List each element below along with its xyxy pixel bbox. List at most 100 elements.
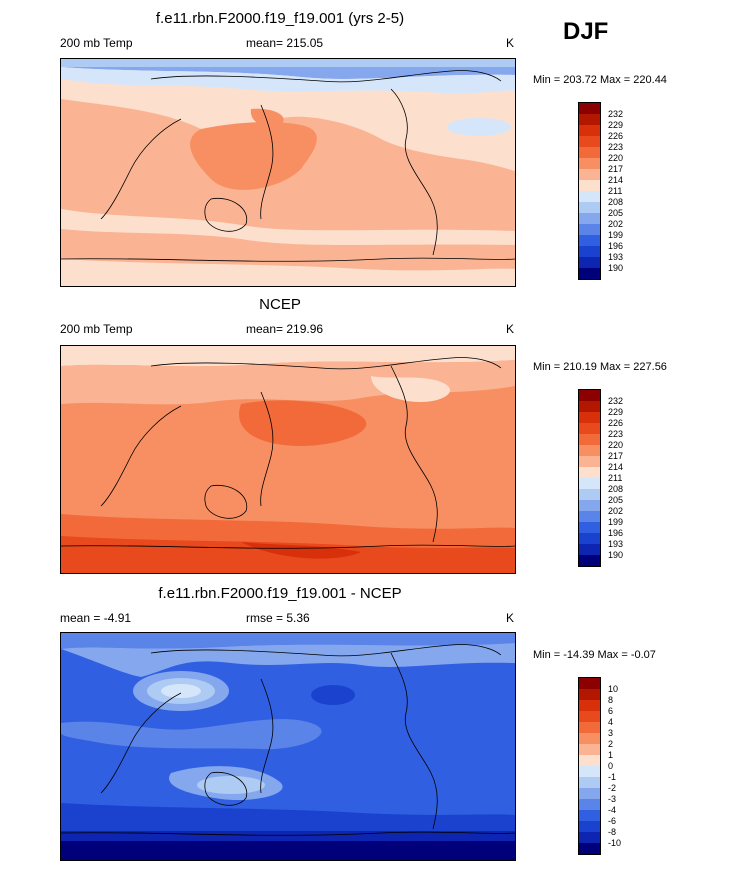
colorbar-swatch (579, 478, 600, 489)
colorbar-tick-label: 10 (608, 684, 619, 694)
mean-label-ncep: mean= 219.96 (246, 322, 324, 336)
colorbar-tick-label: 4 (608, 717, 614, 727)
colorbar-swatch (579, 689, 600, 700)
colorbar-swatch (579, 434, 600, 445)
colorbar-labels-ncep: 232 229 226 223 220 217 214 211 208 205 … (608, 396, 623, 560)
units-label-ncep: K (506, 322, 515, 336)
colorbar-swatch (579, 700, 600, 711)
colorbar-labels-diff: 10 8 6 4 3 2 1 0 -1 -2 -3 -4 -6 -8 -10 (608, 684, 621, 848)
colorbar-tick-label: 229 (608, 120, 624, 130)
colorbar-tick-label: 190 (608, 263, 624, 273)
season-label: DJF (563, 18, 609, 45)
colorbar-swatch (579, 180, 600, 191)
colorbar-swatch (579, 456, 600, 467)
colorbar-tick-label: 2 (608, 739, 614, 749)
colorbar-tick-label: 205 (608, 495, 624, 505)
colorbar-swatch (579, 832, 600, 843)
colorbar-tick-label: -6 (608, 816, 617, 826)
colorbar-swatch (579, 412, 600, 423)
colorbar-swatch (579, 522, 600, 533)
colorbar-tick-label: 223 (608, 429, 624, 439)
colorbar-swatch (579, 390, 600, 401)
colorbar-swatch (579, 733, 600, 744)
colorbar-swatch (579, 777, 600, 788)
colorbar-tick-label: 199 (608, 517, 624, 527)
colorbar-swatch (579, 788, 600, 799)
colorbar-tick-label: 199 (608, 230, 624, 240)
colorbar-tick-label: 202 (608, 506, 624, 516)
colorbar-tick-label: 214 (608, 462, 624, 472)
colorbar-swatch (579, 500, 600, 511)
colorbar-swatch (579, 467, 600, 478)
colorbar-tick-label: 6 (608, 706, 614, 716)
colorbar-swatch (579, 257, 600, 268)
panel-title-model: f.e11.rbn.F2000.f19_f19.001 (yrs 2-5) (155, 10, 405, 27)
colorbar-tick-label: 226 (608, 131, 624, 141)
colorbar-tick-label: 217 (608, 164, 624, 174)
colorbar-tick-label: 196 (608, 241, 624, 251)
colorbar-tick-label: -2 (608, 783, 617, 793)
colorbar-tick-label: -4 (608, 805, 617, 815)
colorbar-swatch (579, 136, 600, 147)
contour-map-ncep (60, 345, 516, 574)
colorbar-tick-label: -8 (608, 827, 617, 837)
variable-label-model: 200 mb Temp (60, 36, 133, 50)
colorbar-swatch (579, 246, 600, 257)
mean-label-diff: mean = -4.91 (60, 611, 132, 625)
colorbar-tick-label: 223 (608, 142, 624, 152)
mean-label-model: mean= 215.05 (246, 36, 324, 50)
colorbar-swatch (579, 202, 600, 213)
colorbar-tick-label: 8 (608, 695, 614, 705)
colorbar-swatch (579, 511, 600, 522)
colorbar-swatch (579, 213, 600, 224)
colorbar-tick-label: 211 (608, 473, 623, 483)
colorbar-tick-label: -3 (608, 794, 617, 804)
colorbar-swatch (579, 268, 600, 279)
minmax-label-model: Min = 203.72 Max = 220.44 (533, 74, 667, 86)
minmax-label-ncep: Min = 210.19 Max = 227.56 (533, 361, 667, 373)
colorbar-ncep (578, 389, 601, 567)
colorbar-tick-label: 208 (608, 484, 624, 494)
colorbar-swatch (579, 125, 600, 136)
colorbar-swatch (579, 445, 600, 456)
colorbar-tick-label: 217 (608, 451, 624, 461)
colorbar-tick-label: 220 (608, 440, 624, 450)
colorbar-swatch (579, 711, 600, 722)
contour-map-diff (60, 632, 516, 861)
colorbar-tick-label: 208 (608, 197, 624, 207)
colorbar-swatch (579, 224, 600, 235)
colorbar-swatch (579, 821, 600, 832)
colorbar-swatch (579, 191, 600, 202)
colorbar-tick-label: 211 (608, 186, 623, 196)
colorbar-tick-label: -1 (608, 772, 617, 782)
colorbar-swatch (579, 755, 600, 766)
colorbar-tick-label: 196 (608, 528, 624, 538)
colorbar-tick-label: 193 (608, 252, 624, 262)
colorbar-tick-label: 190 (608, 550, 624, 560)
colorbar-tick-label: 193 (608, 539, 624, 549)
panel-title-ncep: NCEP (259, 296, 301, 313)
colorbar-tick-label: 220 (608, 153, 624, 163)
panel-title-diff: f.e11.rbn.F2000.f19_f19.001 - NCEP (158, 585, 402, 602)
colorbar-swatch (579, 678, 600, 689)
colorbar-labels-model: 232 229 226 223 220 217 214 211 208 205 … (608, 109, 623, 273)
colorbar-swatch (579, 766, 600, 777)
colorbar-tick-label: 1 (608, 750, 614, 760)
units-label-model: K (506, 36, 515, 50)
units-label-diff: K (506, 611, 515, 625)
colorbar-tick-label: 232 (608, 109, 624, 119)
colorbar-tick-label: 214 (608, 175, 624, 185)
colorbar-model (578, 102, 601, 280)
colorbar-swatch (579, 401, 600, 412)
colorbar-swatch (579, 843, 600, 854)
rmse-label-diff: rmse = 5.36 (246, 611, 310, 625)
colorbar-swatch (579, 114, 600, 125)
colorbar-swatch (579, 169, 600, 180)
colorbar-tick-label: 205 (608, 208, 624, 218)
colorbar-swatch (579, 533, 600, 544)
colorbar-swatch (579, 744, 600, 755)
colorbar-swatch (579, 489, 600, 500)
colorbar-swatch (579, 235, 600, 246)
contour-map-model (60, 58, 516, 287)
colorbar-swatch (579, 555, 600, 566)
